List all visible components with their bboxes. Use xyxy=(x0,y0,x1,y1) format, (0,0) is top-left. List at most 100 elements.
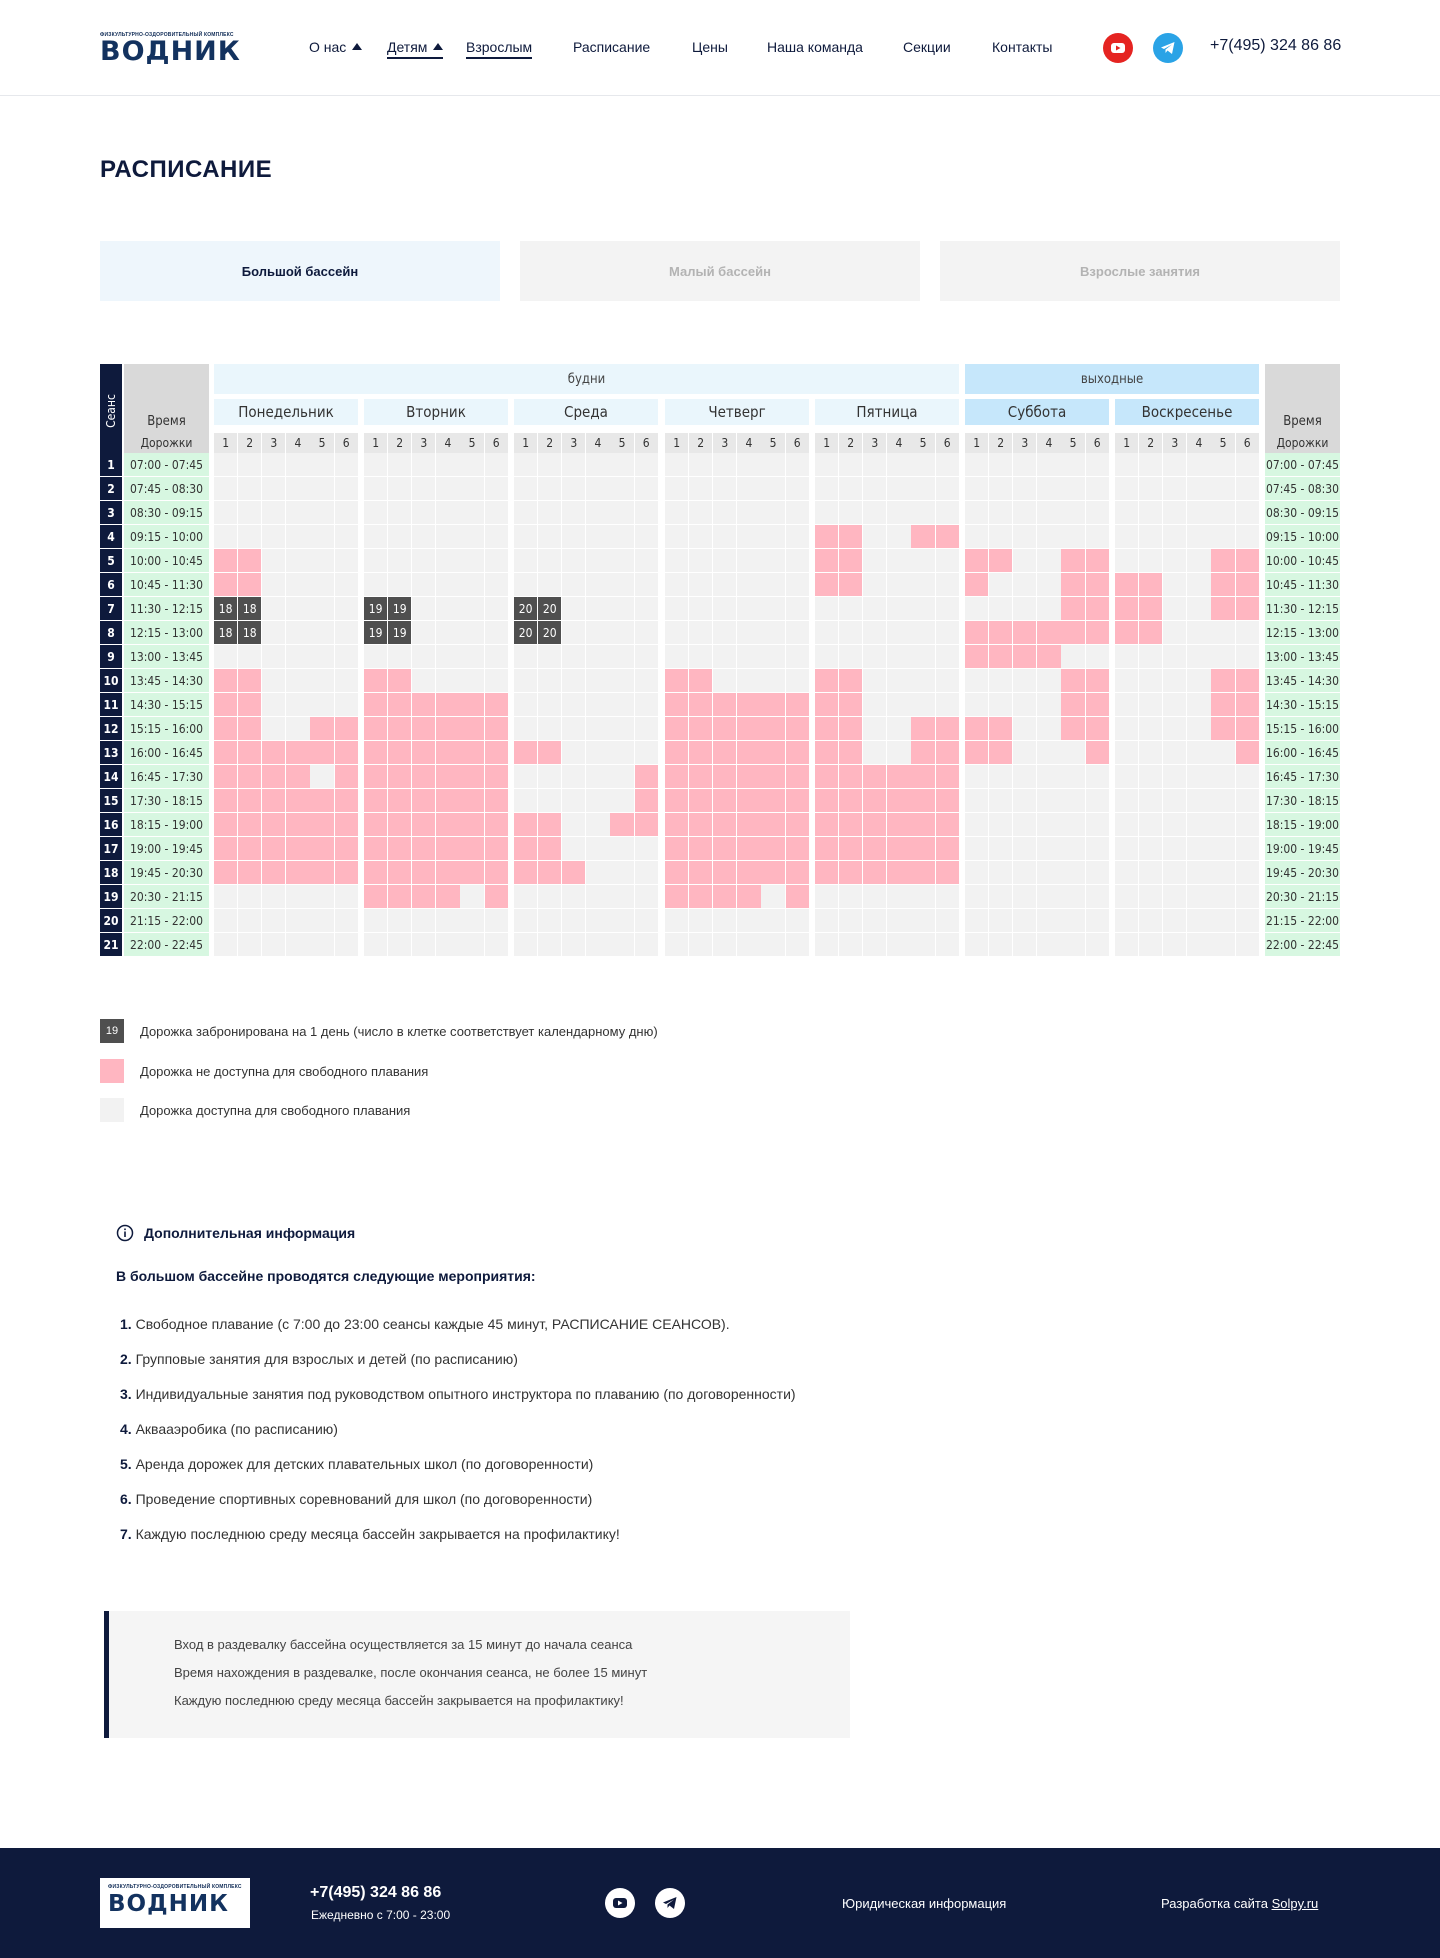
lane-cell-free xyxy=(1037,741,1061,764)
footer-logo[interactable]: ФИЗКУЛЬТУРНО-ОЗДОРОВИТЕЛЬНЫЙ КОМПЛЕКС ВО… xyxy=(100,1878,250,1928)
lane-cell-busy xyxy=(839,813,863,836)
nav-prices[interactable]: Цены xyxy=(692,39,728,55)
lane-cell-free xyxy=(1115,861,1139,884)
lane-cell-busy xyxy=(334,741,358,764)
lane-cell-free xyxy=(610,621,634,644)
lane-cell-free xyxy=(1211,813,1235,836)
lane-cell-free xyxy=(863,693,887,716)
lane-cell-busy xyxy=(911,813,935,836)
time-cell: 10:45 - 11:30 xyxy=(124,573,209,596)
lane-cell-free xyxy=(334,885,358,908)
lane-cell-free xyxy=(815,645,839,668)
lane-cell-free xyxy=(887,453,911,476)
nav-sections[interactable]: Секции xyxy=(903,39,951,55)
logo[interactable]: ФИЗКУЛЬТУРНО-ОЗДОРОВИТЕЛЬНЫЙ КОМПЛЕКС ВО… xyxy=(100,32,240,66)
lane-cell-free xyxy=(1235,645,1259,668)
tab-small-pool[interactable]: Малый бассейн xyxy=(520,241,920,301)
lane-cell-free xyxy=(412,909,436,932)
footer-dev-link[interactable]: Solpy.ru xyxy=(1271,1896,1319,1911)
lane-cell-free xyxy=(538,645,562,668)
lane-cell-free xyxy=(839,885,863,908)
lane-cell-free xyxy=(436,621,460,644)
lane-cell-free xyxy=(610,573,634,596)
lane-cell-free xyxy=(1085,765,1109,788)
weekend-header: выходные xyxy=(965,364,1259,394)
youtube-icon[interactable] xyxy=(1103,33,1133,63)
tab-adult-classes[interactable]: Взрослые занятия xyxy=(940,241,1340,301)
lane-cell-free xyxy=(989,789,1013,812)
lane-cell-free xyxy=(634,645,658,668)
lane-cell-busy xyxy=(1235,669,1259,692)
lane-cell-free xyxy=(562,525,586,548)
lane-cell-free xyxy=(965,861,989,884)
lane-cell-busy xyxy=(364,693,388,716)
lane-cell-free xyxy=(1139,909,1163,932)
lane-cell-free xyxy=(761,933,785,956)
lane-cell-free xyxy=(989,933,1013,956)
lane-cell-busy xyxy=(538,837,562,860)
telegram-icon[interactable] xyxy=(655,1888,685,1918)
lane-cell-free xyxy=(1211,477,1235,500)
lane-cell-free xyxy=(1187,813,1211,836)
lane-cell-busy xyxy=(412,837,436,860)
telegram-icon[interactable] xyxy=(1153,33,1183,63)
info-item-number: 3. xyxy=(120,1386,132,1402)
lane-cell-free xyxy=(737,933,761,956)
nav-schedule[interactable]: Расписание xyxy=(573,39,651,55)
lane-cell-busy xyxy=(388,861,412,884)
lane-cell-busy xyxy=(238,669,262,692)
lane-cell-free xyxy=(737,477,761,500)
lane-cell-free xyxy=(562,837,586,860)
nav-kids[interactable]: Детям xyxy=(387,38,444,59)
lane-cell-free xyxy=(538,669,562,692)
nav-contacts[interactable]: Контакты xyxy=(992,39,1053,55)
lane-cell-busy xyxy=(785,717,809,740)
lane-cell-busy xyxy=(1085,717,1109,740)
nav-about[interactable]: О нас xyxy=(309,38,363,56)
lane-cell-busy xyxy=(436,813,460,836)
lane-number: 6 xyxy=(1235,433,1259,453)
lane-cell-free xyxy=(965,765,989,788)
lane-cell-free xyxy=(1037,453,1061,476)
lane-cell-free xyxy=(1013,453,1037,476)
lane-cell-free xyxy=(665,477,689,500)
lane-cell-free xyxy=(737,909,761,932)
lane-cell-busy xyxy=(665,837,689,860)
lane-cell-free xyxy=(460,477,484,500)
footer-phone[interactable]: +7(495) 324 86 86 xyxy=(310,1884,442,1901)
lane-cell-free xyxy=(1037,597,1061,620)
legend-booked-text: Дорожка забронирована на 1 день (число в… xyxy=(140,1023,658,1039)
nav-adults[interactable]: Взрослым xyxy=(466,38,533,59)
youtube-icon[interactable] xyxy=(605,1888,635,1918)
lane-cell-free xyxy=(1085,645,1109,668)
nav-team[interactable]: Наша команда xyxy=(767,39,863,55)
lane-cell-free xyxy=(1163,717,1187,740)
lane-cell-free xyxy=(1235,813,1259,836)
lane-cell-busy xyxy=(839,837,863,860)
footer-legal-link[interactable]: Юридическая информация xyxy=(842,1896,1007,1911)
lane-cell-free xyxy=(460,501,484,524)
lane-cell-booked: 18 xyxy=(238,621,262,644)
lane-cell-free xyxy=(911,453,935,476)
lane-cell-busy xyxy=(665,885,689,908)
lane-cell-free xyxy=(1037,669,1061,692)
lane-cell-free xyxy=(412,549,436,572)
lane-cell-free xyxy=(538,933,562,956)
lane-cell-free xyxy=(965,453,989,476)
lane-cell-free xyxy=(1163,621,1187,644)
lane-cell-busy xyxy=(911,789,935,812)
lane-cell-free xyxy=(887,549,911,572)
header-phone[interactable]: +7(495) 324 86 86 xyxy=(1210,37,1342,54)
lane-cell-free xyxy=(815,885,839,908)
legend-busy: Дорожка не доступна для свободного плава… xyxy=(100,1059,428,1083)
lane-cell-free xyxy=(460,885,484,908)
lane-cell-busy xyxy=(689,837,713,860)
lane-cell-free xyxy=(484,621,508,644)
lane-cell-free xyxy=(286,909,310,932)
lane-cell-busy xyxy=(214,837,238,860)
lane-cell-free xyxy=(935,477,959,500)
lane-cell-booked: 19 xyxy=(388,621,412,644)
lane-cell-free xyxy=(887,741,911,764)
tab-big-pool[interactable]: Большой бассейн xyxy=(100,241,500,301)
lane-number: 6 xyxy=(634,433,658,453)
